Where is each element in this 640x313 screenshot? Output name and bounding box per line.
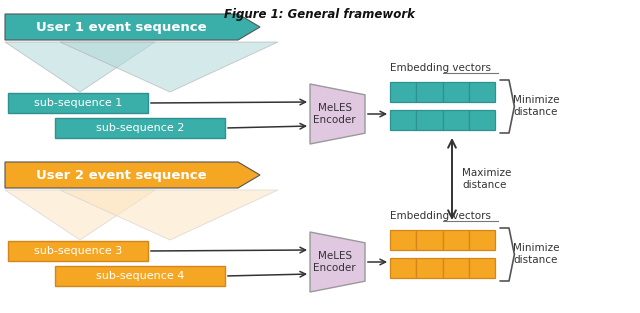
Polygon shape xyxy=(5,162,260,188)
Bar xyxy=(416,82,442,102)
Bar xyxy=(468,110,495,130)
Bar xyxy=(468,258,495,278)
Text: User 1 event sequence: User 1 event sequence xyxy=(36,20,207,33)
Bar xyxy=(55,118,225,138)
Text: Maximize
distance: Maximize distance xyxy=(462,168,511,190)
Bar xyxy=(390,110,416,130)
Bar xyxy=(390,258,416,278)
Polygon shape xyxy=(310,84,365,144)
Text: sub-sequence 4: sub-sequence 4 xyxy=(96,271,184,281)
Bar xyxy=(468,230,495,250)
Text: MeLES
Encoder: MeLES Encoder xyxy=(314,251,356,273)
Polygon shape xyxy=(60,190,278,240)
Text: User 2 event sequence: User 2 event sequence xyxy=(36,168,207,182)
Bar xyxy=(442,230,468,250)
Text: sub-sequence 3: sub-sequence 3 xyxy=(34,246,122,256)
Polygon shape xyxy=(5,42,155,92)
Bar xyxy=(442,258,468,278)
Polygon shape xyxy=(5,14,260,40)
Text: MeLES
Encoder: MeLES Encoder xyxy=(314,103,356,125)
Bar xyxy=(442,82,468,102)
Text: Embedding vectors: Embedding vectors xyxy=(390,211,491,221)
Polygon shape xyxy=(5,190,155,240)
Bar xyxy=(416,258,442,278)
Bar xyxy=(8,241,148,261)
Bar xyxy=(390,82,416,102)
Polygon shape xyxy=(310,232,365,292)
Polygon shape xyxy=(60,42,278,92)
Text: Minimize
distance: Minimize distance xyxy=(513,243,559,265)
Bar xyxy=(390,230,416,250)
Bar xyxy=(416,110,442,130)
Bar xyxy=(416,230,442,250)
Bar xyxy=(468,82,495,102)
Bar xyxy=(442,110,468,130)
Bar xyxy=(8,93,148,113)
Text: Figure 1: General framework: Figure 1: General framework xyxy=(225,8,415,21)
Text: sub-sequence 1: sub-sequence 1 xyxy=(34,98,122,108)
Text: Embedding vectors: Embedding vectors xyxy=(390,63,491,73)
Text: sub-sequence 2: sub-sequence 2 xyxy=(96,123,184,133)
Bar xyxy=(55,266,225,286)
Text: Minimize
distance: Minimize distance xyxy=(513,95,559,117)
